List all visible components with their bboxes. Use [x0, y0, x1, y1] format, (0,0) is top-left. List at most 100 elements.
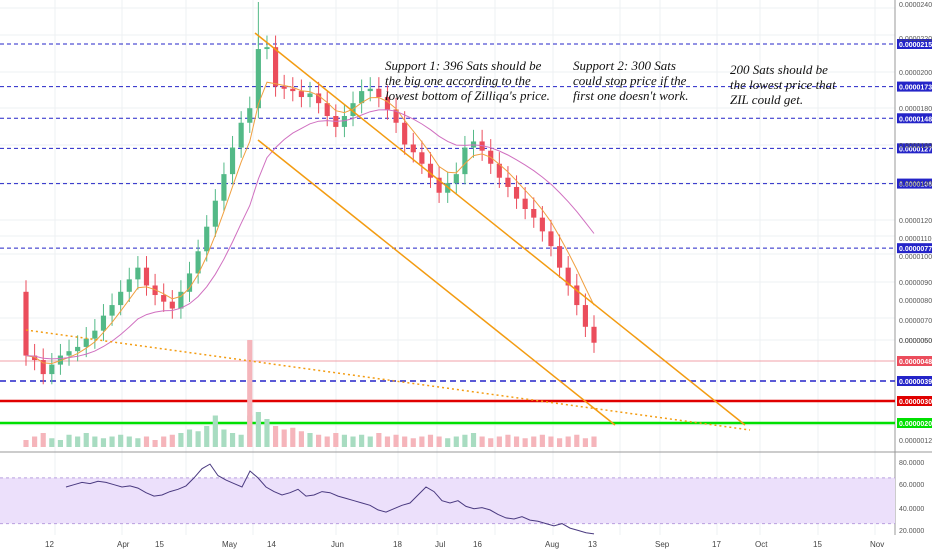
- candle-body: [100, 315, 107, 331]
- level-label: 0.00001275: [899, 146, 932, 153]
- volume-bar: [290, 427, 296, 447]
- candle-body: [272, 47, 279, 87]
- volume-bar: [212, 415, 218, 447]
- candle-body: [367, 88, 373, 92]
- volume-bar: [178, 433, 184, 447]
- volume-bar: [83, 433, 89, 447]
- x-tick-label: Oct: [755, 540, 768, 549]
- level-badge: [897, 39, 932, 49]
- candle-body: [410, 144, 416, 153]
- candle-body: [539, 217, 545, 232]
- candlesticks: [23, 2, 597, 385]
- price-axis[interactable]: 0.00002154 0.00001739 0.00001483 0.00001275…: [897, 2, 932, 445]
- candle-body: [419, 152, 425, 164]
- x-tick-label: 14: [267, 540, 276, 549]
- candle-body: [126, 279, 132, 292]
- long-trendline: [25, 329, 751, 431]
- moving-averages: [25, 81, 595, 365]
- candle-body: [118, 291, 124, 306]
- x-tick-label: 15: [813, 540, 822, 549]
- candle-body: [316, 93, 322, 104]
- volume-bar: [445, 438, 451, 447]
- x-tick-label: Aug: [545, 540, 559, 549]
- volume-bar: [66, 434, 72, 447]
- x-tick-label: 12: [45, 540, 54, 549]
- time-axis[interactable]: 12 Apr 15 May 14 Jun 18 Jul 16 Aug 13 Sep 17 Oct 15 Nov: [45, 540, 884, 549]
- candle-body: [307, 93, 313, 98]
- candle-body: [359, 91, 365, 104]
- candle-body: [513, 186, 520, 199]
- volume-bar: [565, 436, 571, 447]
- volume-bar: [505, 434, 511, 447]
- rsi-panel: 80.0000 60.0000 40.0000 20.0000: [0, 460, 924, 535]
- candle-body: [582, 305, 588, 327]
- x-tick-label: 16: [473, 540, 482, 549]
- volume-bar: [264, 419, 270, 447]
- level-badge: [897, 143, 932, 154]
- level-label: 0.00002154: [899, 42, 932, 49]
- level-label: 0.00001483: [899, 116, 932, 123]
- candle-body: [40, 360, 46, 375]
- volume-bars: [23, 340, 597, 447]
- candle-body: [238, 122, 244, 148]
- volume-bar: [307, 433, 313, 447]
- x-tick-label: Sep: [655, 540, 670, 549]
- level-badge: [897, 178, 932, 189]
- candle-body: [75, 346, 81, 352]
- volume-bar: [57, 440, 64, 447]
- level-label: 0.00000483: [899, 359, 932, 366]
- level-badge: [897, 356, 932, 366]
- x-tick-label: 15: [155, 540, 164, 549]
- rsi-tick-label: 60.0000: [899, 482, 924, 489]
- annotation-support-2: Support 2: 300 Sats could stop price if …: [573, 58, 689, 103]
- candle-body: [221, 174, 227, 201]
- volume-bar: [470, 433, 477, 447]
- volume-bar: [247, 340, 253, 447]
- volume-bar: [204, 426, 210, 447]
- volume-bar: [161, 436, 167, 447]
- volume-bar: [359, 434, 365, 447]
- x-tick-label: 17: [712, 540, 721, 549]
- volume-bar: [272, 426, 279, 447]
- volume-bar: [75, 436, 81, 447]
- volume-bar: [513, 436, 520, 447]
- x-tick-label: Nov: [870, 540, 884, 549]
- candle-body: [109, 305, 115, 316]
- candle-body: [23, 291, 29, 356]
- volume-bar: [410, 438, 416, 447]
- volume-bar: [367, 436, 373, 447]
- price-tick-label: 0.00000120: [899, 438, 932, 445]
- ema-slow-line: [25, 109, 595, 360]
- horizontal-levels: [0, 43, 895, 425]
- candle-body: [281, 86, 287, 89]
- volume-bar: [152, 440, 158, 447]
- volume-bar: [238, 434, 244, 447]
- candle-body: [161, 295, 167, 302]
- candle-body: [247, 108, 253, 123]
- volume-bar: [135, 438, 141, 447]
- candle-body: [92, 330, 98, 339]
- candle-body: [152, 285, 158, 296]
- candle-body: [57, 355, 64, 365]
- volume-bar: [419, 436, 425, 447]
- volume-bar: [384, 436, 391, 447]
- candle-body: [195, 251, 201, 274]
- volume-bar: [40, 433, 46, 447]
- level-badge: [897, 418, 932, 428]
- candle-body: [548, 231, 554, 247]
- annotation-support-1: Support 1: 396 Sats should be the big on…: [385, 58, 550, 103]
- candle-body: [83, 338, 89, 347]
- volume-bar: [281, 429, 287, 447]
- candle-body: [565, 267, 571, 286]
- candle-body: [186, 273, 193, 292]
- volume-bar: [402, 436, 408, 447]
- x-tick-label: Apr: [117, 540, 130, 549]
- volume-bar: [255, 412, 261, 447]
